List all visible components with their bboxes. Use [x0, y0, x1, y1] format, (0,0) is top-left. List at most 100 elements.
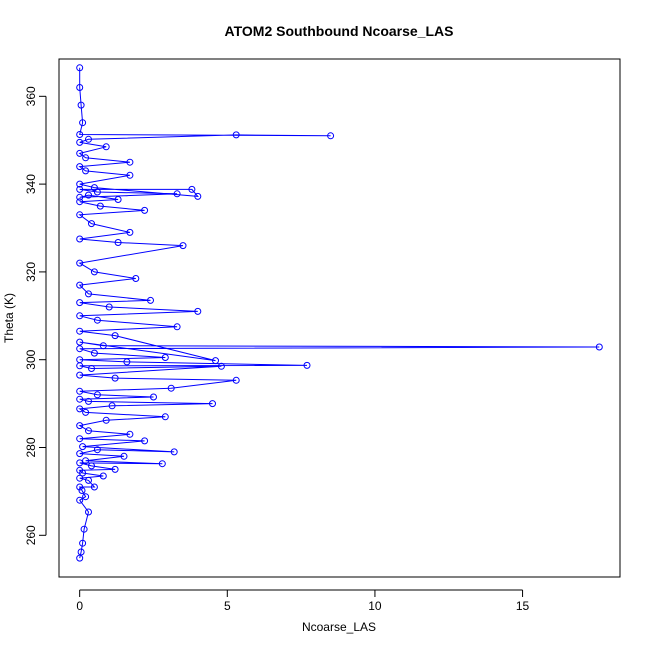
data-point: [327, 132, 335, 140]
data-point: [76, 459, 84, 467]
data-point: [194, 192, 202, 200]
data-point: [85, 191, 92, 199]
x-axis-label: Ncoarse_LAS: [302, 620, 376, 634]
data-point: [76, 193, 84, 201]
data-point: [90, 349, 98, 357]
x-tick-label: 5: [224, 599, 231, 613]
y-tick-label: 320: [24, 262, 38, 282]
data-point: [85, 290, 92, 298]
data-point: [76, 371, 84, 379]
data-point: [76, 345, 84, 353]
x-tick-label: 15: [516, 599, 530, 613]
data-point: [76, 422, 84, 430]
data-point: [158, 460, 166, 468]
data-point: [96, 202, 104, 210]
data-point: [85, 476, 92, 484]
plot-frame: [58, 58, 621, 578]
data-point: [76, 64, 84, 72]
data-point: [170, 448, 178, 456]
data-point: [173, 323, 181, 331]
data-point: [76, 466, 84, 474]
data-point: [161, 354, 169, 361]
data-point: [179, 242, 187, 250]
data-point: [123, 358, 131, 366]
data-point: [126, 158, 134, 166]
data-point: [126, 228, 134, 236]
y-tick-label: 300: [24, 349, 38, 369]
y-tick-label: 260: [24, 525, 38, 545]
data-point: [76, 281, 84, 289]
data-point: [114, 239, 122, 246]
data-point: [303, 361, 311, 369]
y-tick-label: 340: [24, 174, 38, 194]
data-point: [232, 376, 240, 384]
data-point: [141, 206, 149, 214]
data-point: [76, 450, 84, 458]
data-point: [111, 374, 119, 382]
data-point: [76, 299, 84, 307]
data-point: [120, 452, 128, 460]
data-point: [76, 496, 84, 504]
y-axis: 260 280 300 320 340 360: [24, 86, 47, 545]
data-point: [82, 493, 90, 501]
data-point: [126, 430, 134, 438]
data-point: [76, 312, 84, 320]
data-point: [76, 483, 84, 491]
data-point: [99, 342, 107, 350]
data-point: [217, 362, 225, 370]
data-point: [77, 101, 85, 109]
data-point: [76, 387, 84, 395]
y-axis-label: Theta (K): [2, 293, 16, 343]
data-point: [173, 190, 181, 198]
data-point: [76, 185, 84, 193]
data-point: [76, 474, 84, 482]
data-point: [76, 235, 84, 243]
data-point: [76, 435, 84, 443]
data-point: [80, 525, 88, 533]
data-point: [76, 84, 84, 91]
x-tick-label: 0: [76, 599, 83, 613]
data-point: [82, 408, 90, 416]
data-point: [93, 391, 101, 399]
data-point: [167, 384, 175, 392]
data-point: [102, 143, 110, 151]
data-point: [76, 405, 84, 413]
data-point: [93, 446, 101, 454]
data-point: [93, 316, 101, 324]
data-point: [194, 307, 202, 315]
data-point: [85, 508, 92, 516]
data-point: [76, 211, 84, 219]
data-point: [76, 163, 84, 171]
data-point: [141, 437, 149, 445]
data-point: [76, 149, 84, 157]
data-point: [99, 472, 107, 480]
data-point: [88, 220, 95, 228]
data-point: [82, 154, 90, 162]
data-point: [82, 167, 90, 175]
data-point: [105, 303, 113, 311]
data-point: [161, 413, 169, 421]
data-point: [111, 465, 119, 473]
data-point: [150, 393, 157, 401]
data-point: [90, 268, 98, 276]
data-point: [88, 365, 95, 372]
data-point: [78, 487, 86, 494]
data-point: [90, 483, 98, 491]
data-point: [111, 332, 119, 340]
data-point: [76, 356, 84, 364]
data-point: [76, 131, 84, 138]
series-line: [78, 67, 600, 559]
data-point: [76, 327, 84, 335]
data-point: [76, 395, 84, 403]
series-layer: [76, 64, 603, 562]
data-point: [77, 548, 85, 556]
y-tick-label: 360: [24, 86, 38, 106]
data-point: [79, 443, 87, 451]
data-point: [85, 427, 92, 435]
data-point: [76, 138, 84, 146]
data-point: [76, 259, 84, 267]
data-point: [132, 275, 140, 282]
data-point: [76, 198, 84, 206]
x-tick-label: 10: [368, 599, 382, 613]
